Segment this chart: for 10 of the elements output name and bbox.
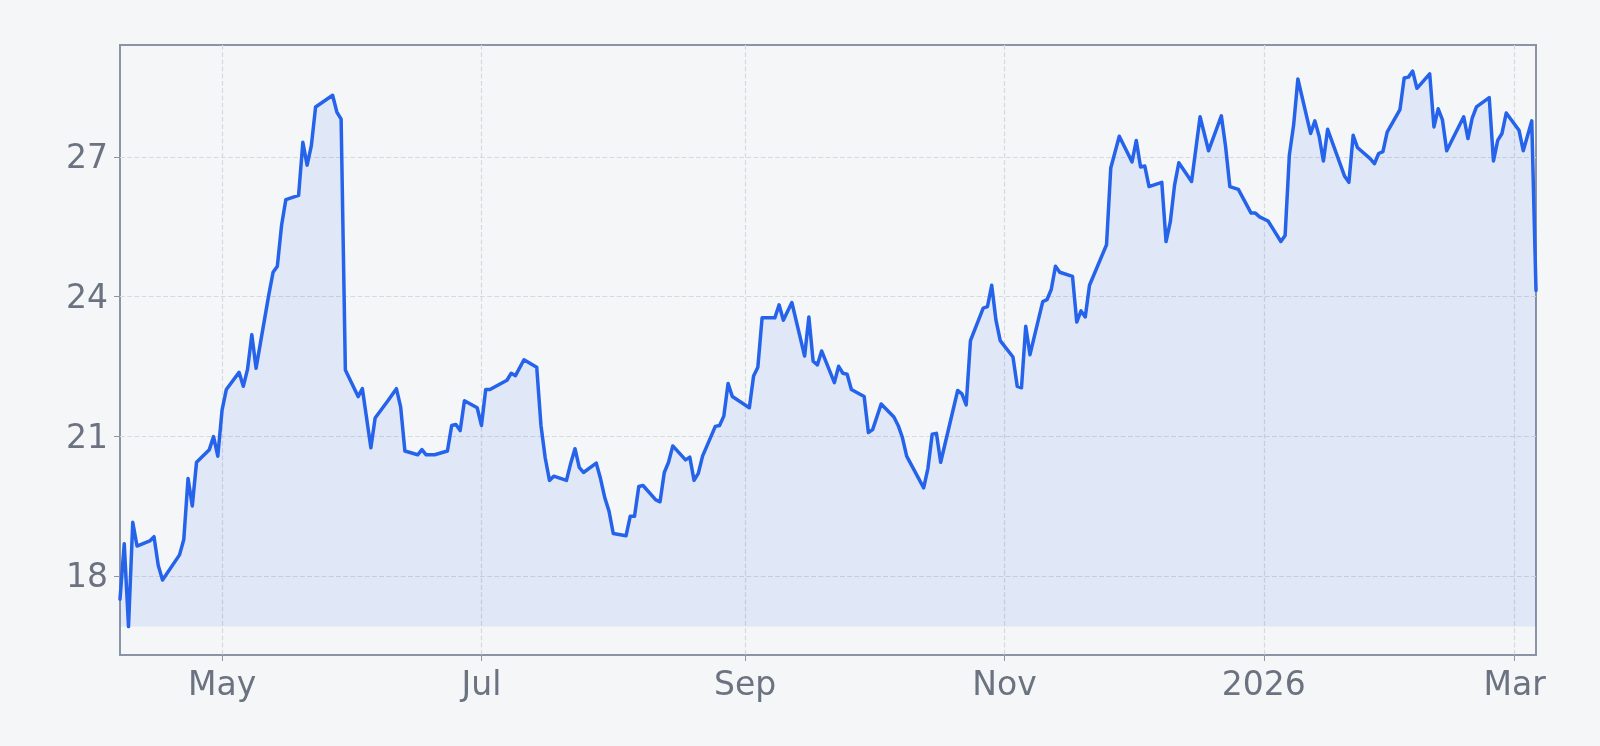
y-tick-label: 18 — [66, 556, 108, 596]
x-tick-label: May — [187, 664, 257, 703]
x-tick-label: Mar — [1483, 664, 1547, 703]
x-tick-label: Nov — [972, 664, 1037, 703]
x-tick-label: 2026 — [1221, 664, 1306, 703]
y-tick-label: 21 — [66, 416, 108, 456]
y-tick-label: 27 — [66, 137, 108, 177]
y-tick-label: 24 — [66, 276, 108, 316]
x-tick-label: Sep — [713, 664, 777, 703]
x-tick-label: Jul — [459, 664, 502, 703]
